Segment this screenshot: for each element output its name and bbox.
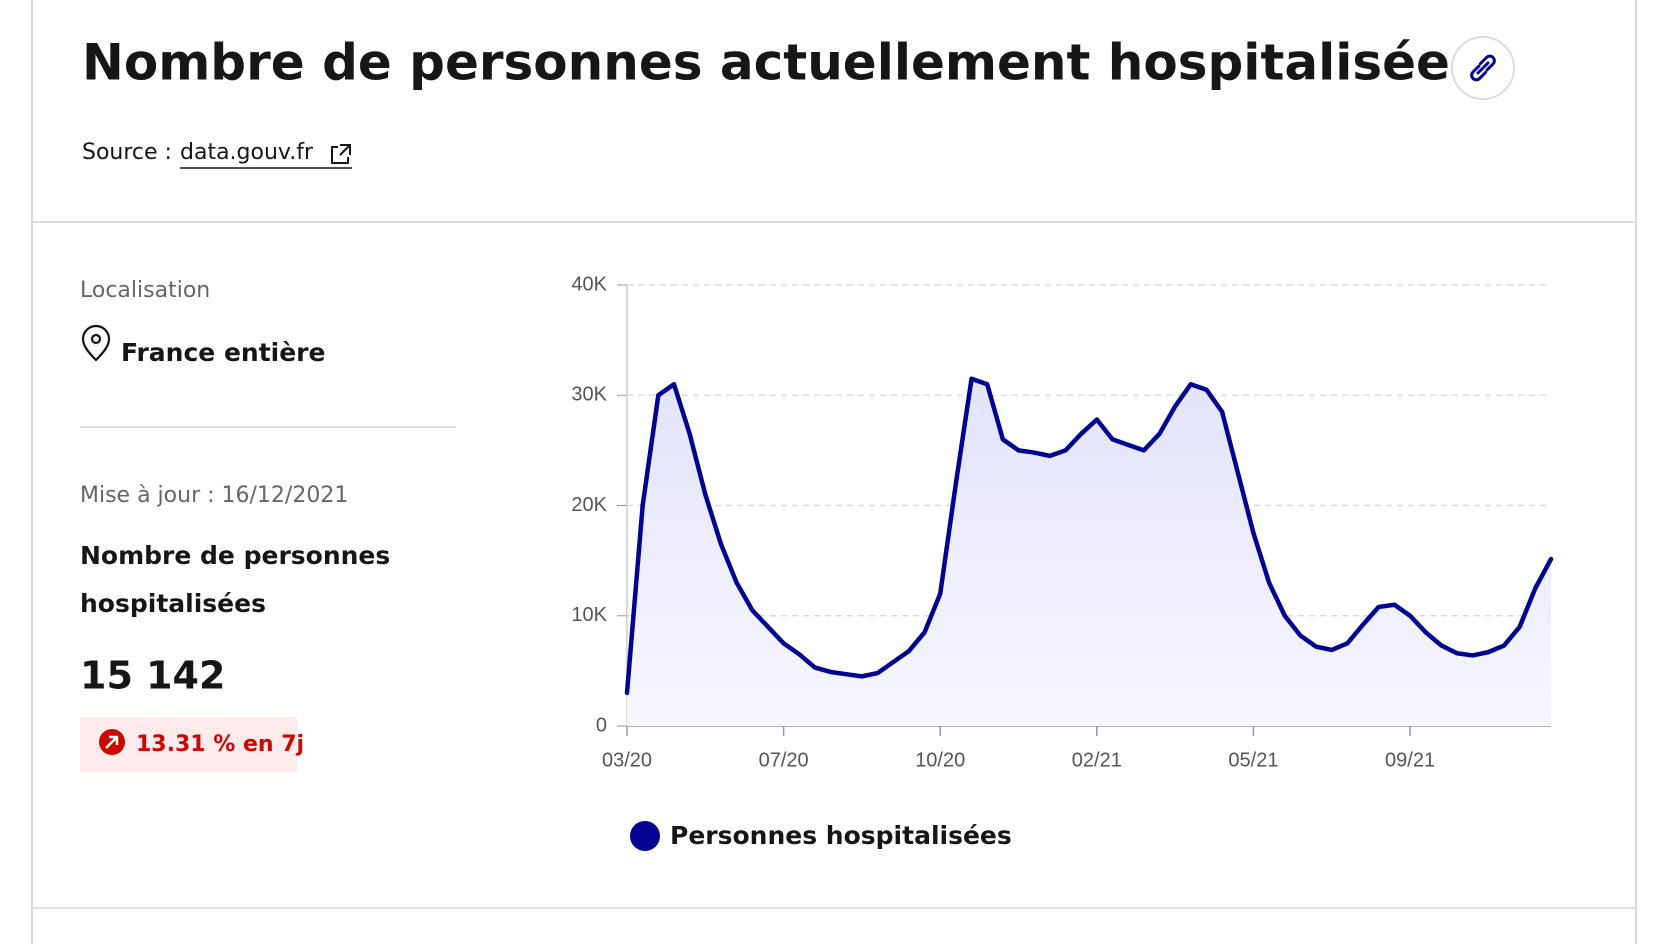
indicator-name: Nombre de personnes [80,541,390,570]
y-tick-label: 40K [571,273,607,295]
source-link[interactable]: data.gouv.fr [180,140,314,165]
y-tick-label: 20K [571,494,607,516]
external-icon [331,144,351,164]
y-tick-label: 30K [571,384,607,406]
title: Nombre de personnes actuellement hospita… [82,34,1480,92]
card [31,0,1637,944]
x-tick-label: 05/21 [1228,749,1278,771]
y-tick-label: 0 [596,714,607,736]
link-button[interactable] [1451,36,1515,100]
indicator-value: 15 142 [80,654,225,698]
update-date: Mise à jour : 16/12/2021 [80,483,348,508]
location: France entière [121,338,325,367]
trend: 13.31 % en 7j [136,732,304,757]
x-tick-label: 07/20 [759,749,809,771]
legend-label: Personnes hospitalisées [670,821,1012,850]
x-tick-label: 02/21 [1072,749,1122,771]
line [624,376,1554,696]
trend-icon [99,729,125,755]
legend-swatch [630,821,660,851]
y-tick-label: 10K [571,604,607,626]
pin-icon [81,324,111,362]
location-label: Localisation [80,278,210,303]
x-tick-label: 10/20 [915,749,965,771]
source-label: Source : [82,140,172,165]
area [627,378,1551,726]
indicator-name: hospitalisées [80,589,266,618]
x-tick-label: 09/21 [1385,749,1435,771]
chart: 0 10K 20K 30K 40K 03/20 07/20 10/20 02/21 05/21 09… [571,273,1554,851]
x-tick-label: 03/20 [602,749,652,771]
